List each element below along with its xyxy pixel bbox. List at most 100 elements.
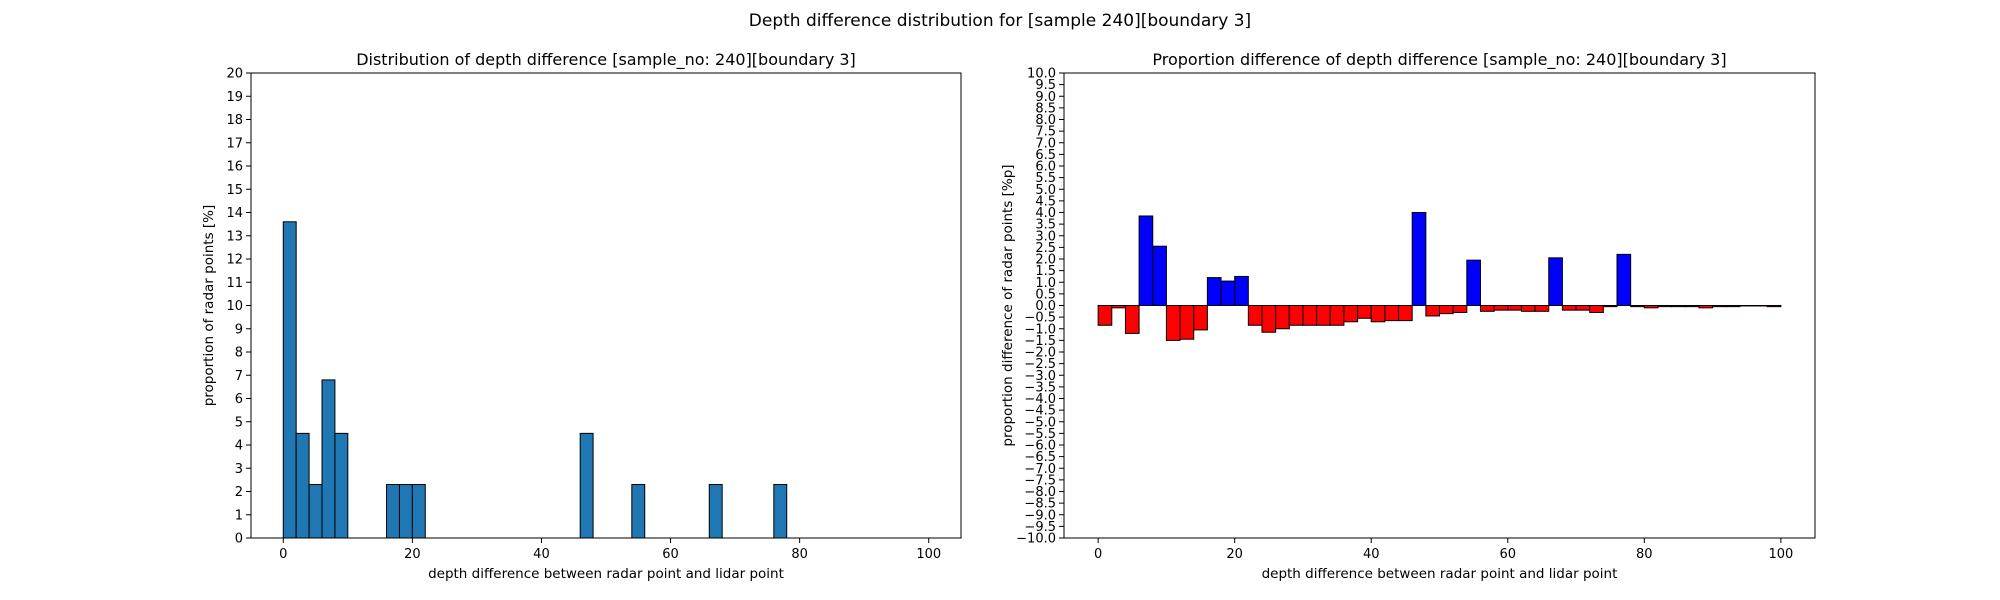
y-axis-label: proportion difference of radar points [%… (1000, 164, 1016, 446)
bar (1425, 305, 1441, 317)
bar (1766, 305, 1782, 308)
y-tick-label: 15 (226, 183, 243, 198)
bar (1370, 305, 1386, 323)
y-tick-label: −3.5 (1024, 380, 1056, 395)
y-tick-label: 8 (235, 346, 243, 361)
bar (308, 484, 323, 539)
y-tick-label: 19 (226, 90, 243, 105)
bar (1343, 305, 1359, 323)
y-tick-label: 3.0 (1035, 229, 1056, 244)
y-tick-label: −0.5 (1024, 311, 1056, 326)
bar (708, 484, 723, 539)
y-tick-label: 0 (235, 532, 243, 547)
bar (1261, 305, 1277, 333)
bar (1124, 305, 1140, 334)
y-tick-label: 3 (235, 462, 243, 477)
bar (1479, 305, 1495, 312)
y-tick-label: 2.0 (1035, 253, 1056, 268)
y-tick-label: 6 (235, 392, 243, 407)
x-tick-label: 100 (916, 547, 941, 562)
y-tick-label: −1.0 (1024, 322, 1056, 337)
figure-suptitle: Depth difference distribution for [sampl… (749, 11, 1251, 31)
y-tick-label: 5.5 (1035, 171, 1056, 186)
bar (631, 484, 646, 539)
bar (1616, 253, 1632, 307)
y-tick-label: 13 (226, 229, 243, 244)
bar (1384, 305, 1400, 322)
y-tick-label: −10.0 (1016, 532, 1056, 547)
x-tick-label: 20 (1226, 547, 1243, 562)
y-tick-label: 10.0 (1027, 67, 1056, 82)
bar (1602, 305, 1618, 308)
bar (334, 432, 349, 539)
bar (579, 432, 594, 539)
bar (1111, 305, 1126, 309)
bar (1698, 305, 1714, 309)
bar (1684, 305, 1700, 308)
y-tick-label: 5 (235, 415, 243, 430)
chart-title: Proportion difference of depth differenc… (1152, 50, 1726, 70)
y-tick-label: −2.5 (1024, 357, 1056, 372)
y-tick-label: −1.5 (1024, 334, 1056, 349)
bar (1165, 305, 1181, 341)
x-tick-label: 60 (1499, 547, 1516, 562)
y-tick-label: 7 (235, 369, 243, 384)
y-tick-label: 16 (226, 160, 243, 175)
bar (1439, 305, 1454, 315)
bar (1220, 280, 1236, 306)
y-axis-label: proportion of radar points [%] (201, 205, 217, 407)
y-tick-label: −8.0 (1024, 485, 1056, 500)
y-tick-label: 1 (235, 508, 243, 523)
y-tick-label: 10 (226, 299, 243, 314)
y-tick-label: 9.5 (1035, 78, 1056, 93)
y-tick-label: 9.0 (1035, 90, 1056, 105)
x-axis-label: depth difference between radar point and… (428, 566, 784, 582)
y-tick-label: −7.0 (1024, 462, 1056, 477)
y-tick-label: 12 (226, 253, 243, 268)
bar (1234, 275, 1249, 306)
y-tick-label: 9 (235, 322, 243, 337)
bar (1561, 305, 1577, 311)
y-tick-label: −9.0 (1024, 508, 1056, 523)
bar (1097, 305, 1113, 326)
bar (1534, 305, 1550, 312)
y-tick-label: 20 (226, 67, 243, 82)
y-tick-label: 11 (226, 276, 243, 291)
y-tick-label: 2 (235, 485, 243, 500)
y-tick-label: 14 (226, 206, 243, 221)
y-tick-label: 6.5 (1035, 148, 1056, 163)
y-tick-label: 2.5 (1035, 241, 1056, 256)
y-tick-label: 8.0 (1035, 113, 1056, 128)
x-axis-label: depth difference between radar point and… (1262, 566, 1618, 582)
y-tick-label: −8.5 (1024, 497, 1056, 512)
bar (1411, 212, 1427, 306)
y-tick-label: −4.5 (1024, 404, 1056, 419)
bar (1466, 259, 1481, 307)
bar (282, 221, 297, 539)
y-tick-label: 3.5 (1035, 218, 1056, 233)
chart-proportion-difference: Proportion difference of depth differenc… (1000, 50, 1816, 582)
x-tick-label: 60 (662, 547, 679, 562)
bar (1657, 305, 1673, 308)
y-tick-label: 7.5 (1035, 125, 1056, 140)
bar (1712, 305, 1727, 308)
bar (1138, 215, 1154, 306)
y-tick-label: 7.0 (1035, 136, 1056, 151)
chart-distribution: Distribution of depth difference [sample… (201, 50, 962, 582)
bar (1152, 245, 1167, 306)
y-tick-label: 6.0 (1035, 160, 1056, 175)
y-tick-label: 1.0 (1035, 276, 1056, 291)
y-tick-label: −9.5 (1024, 520, 1056, 535)
bar (398, 484, 413, 539)
x-tick-label: 0 (279, 547, 287, 562)
bar (1179, 305, 1195, 340)
bar (321, 379, 336, 539)
x-tick-label: 20 (404, 547, 421, 562)
y-tick-label: 1.5 (1035, 264, 1056, 279)
bar (1630, 305, 1645, 308)
y-tick-label: −3.0 (1024, 369, 1056, 384)
bar (1275, 305, 1290, 330)
chart-title: Distribution of depth difference [sample… (356, 50, 856, 70)
y-tick-label: −5.5 (1024, 427, 1056, 442)
